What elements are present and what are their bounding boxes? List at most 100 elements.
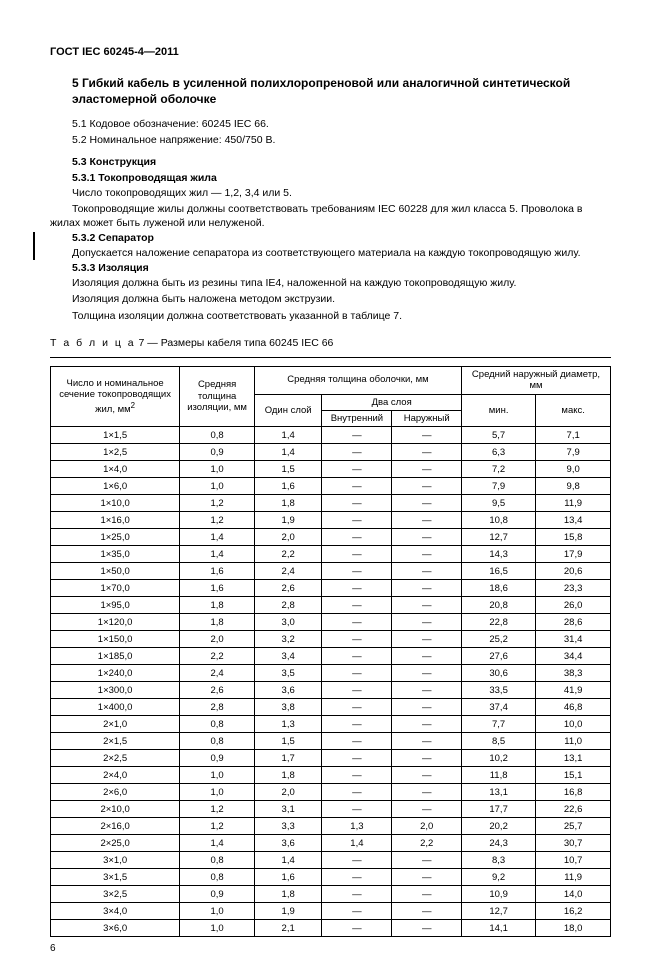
table-cell: —	[322, 580, 392, 597]
table-cell: 1,4	[254, 427, 321, 444]
table-cell: 1×120,0	[51, 614, 180, 631]
document-id: ГОСТ IEC 60245-4—2011	[50, 46, 611, 58]
table-7-caption: Т а б л и ц а 7 — Размеры кабеля типа 60…	[50, 337, 611, 349]
table-row: 1×2,50,91,4——6,37,9	[51, 444, 611, 461]
table-row: 3×1,00,81,4——8,310,7	[51, 852, 611, 869]
table-cell: —	[392, 665, 462, 682]
table-cell: 13,4	[536, 512, 611, 529]
para-5-3-3-b: Изоляция должна быть наложена методом эк…	[50, 292, 611, 306]
table-cell: 1×25,0	[51, 529, 180, 546]
table-cell: 2×10,0	[51, 801, 180, 818]
table-cell: 16,2	[536, 903, 611, 920]
table-cell: 1,8	[254, 495, 321, 512]
table-cell: —	[322, 461, 392, 478]
table-cell: —	[322, 597, 392, 614]
table-cell: 0,9	[180, 886, 255, 903]
change-bar-separator: 5.3.2 Сепаратор Допускается наложение се…	[0, 232, 611, 260]
table-cell: 3×6,0	[51, 920, 180, 937]
th-max: макс.	[536, 394, 611, 427]
table-cell: 11,9	[536, 495, 611, 512]
table-cell: —	[322, 427, 392, 444]
table-cell: 3,8	[254, 699, 321, 716]
table-row: 2×10,01,23,1——17,722,6	[51, 801, 611, 818]
th-outer-diameter: Средний наружный диаметр, мм	[461, 366, 610, 394]
heading-5-3-3: 5.3.3 Изоляция	[50, 262, 611, 274]
table-cell: 38,3	[536, 665, 611, 682]
table-body: 1×1,50,81,4——5,77,11×2,50,91,4——6,37,9 1×…	[51, 427, 611, 937]
table-cell: 10,0	[536, 716, 611, 733]
table-cell: 10,7	[536, 852, 611, 869]
table-7: Число и номинальное сечение токопроводящ…	[50, 366, 611, 938]
table-cell: 9,5	[461, 495, 535, 512]
heading-5-3-2: 5.3.2 Сепаратор	[50, 232, 611, 244]
table-row: 1×35,01,42,2——14,317,9	[51, 546, 611, 563]
table-cell: —	[322, 767, 392, 784]
table-cell: 2,0	[180, 631, 255, 648]
table-cell: —	[322, 512, 392, 529]
para-5-3-3-c: Толщина изоляции должна соответствовать …	[50, 309, 611, 323]
table-cell: 9,2	[461, 869, 535, 886]
table-cell: 2×1,0	[51, 716, 180, 733]
table-cell: —	[322, 495, 392, 512]
table-row: 3×4,01,01,9——12,716,2	[51, 903, 611, 920]
table-cell: 27,6	[461, 648, 535, 665]
table-cell: 2,0	[254, 784, 321, 801]
table-cell: 33,5	[461, 682, 535, 699]
th-spec-sup: 2	[131, 401, 135, 410]
table-cell: 34,4	[536, 648, 611, 665]
table-cell: 1,5	[254, 461, 321, 478]
table-cell: 7,2	[461, 461, 535, 478]
table-cell: 2×2,5	[51, 750, 180, 767]
table-cell: 2,4	[180, 665, 255, 682]
table-cell: 1,4	[322, 835, 392, 852]
table-row: 1×70,01,62,6——18,623,3	[51, 580, 611, 597]
table-row: 2×16,01,23,31,32,020,225,7	[51, 818, 611, 835]
table-cell: 1,8	[180, 597, 255, 614]
th-outer: Наружный	[392, 410, 462, 426]
table-row: 1×1,50,81,4——5,77,1	[51, 427, 611, 444]
table-cell: 1×16,0	[51, 512, 180, 529]
table-cell: —	[322, 869, 392, 886]
table-cell: 1,2	[180, 512, 255, 529]
table-cell: —	[322, 563, 392, 580]
th-two-layers: Два слоя	[322, 394, 462, 410]
table-cell: —	[392, 733, 462, 750]
table-cell: —	[322, 852, 392, 869]
para-5-2: 5.2 Номинальное напряжение: 450/750 В.	[50, 133, 611, 147]
th-insulation: Средняя толщина изоляции, мм	[180, 366, 255, 427]
table-cell: 12,7	[461, 903, 535, 920]
table-cell: 1,0	[180, 461, 255, 478]
table-cell: 7,7	[461, 716, 535, 733]
table-cell: 25,7	[536, 818, 611, 835]
th-one-layer: Один слой	[254, 394, 321, 427]
table-cell: 1,7	[254, 750, 321, 767]
table-cell: 23,3	[536, 580, 611, 597]
table-cell: 7,9	[461, 478, 535, 495]
table-row: 1×150,02,03,2——25,231,4	[51, 631, 611, 648]
table-cell: 17,9	[536, 546, 611, 563]
table-row: 2×6,01,02,0——13,116,8	[51, 784, 611, 801]
table-cell: —	[322, 478, 392, 495]
table-cell: 1,5	[254, 733, 321, 750]
table-cell: 1,6	[254, 869, 321, 886]
table-row: 3×1,50,81,6——9,211,9	[51, 869, 611, 886]
table-cell: —	[392, 478, 462, 495]
table-cell: —	[322, 648, 392, 665]
table-cell: 2×4,0	[51, 767, 180, 784]
table-cell: —	[322, 631, 392, 648]
page-number: 6	[50, 943, 611, 954]
table-caption-rest: 7 — Размеры кабеля типа 60245 IEC 66	[136, 337, 334, 349]
table-cell: —	[392, 444, 462, 461]
table-cell: 1,8	[254, 886, 321, 903]
para-5-3-3-a: Изоляция должна быть из резины типа IE4,…	[50, 276, 611, 290]
table-row: 1×185,02,23,4——27,634,4	[51, 648, 611, 665]
table-cell: 41,9	[536, 682, 611, 699]
table-cell: 1,6	[254, 478, 321, 495]
table-cell: 2,2	[180, 648, 255, 665]
table-cell: 2,1	[254, 920, 321, 937]
table-cell: —	[322, 682, 392, 699]
table-cell: 1×6,0	[51, 478, 180, 495]
table-cell: 14,1	[461, 920, 535, 937]
table-cell: 26,0	[536, 597, 611, 614]
table-cell: 1,4	[180, 529, 255, 546]
